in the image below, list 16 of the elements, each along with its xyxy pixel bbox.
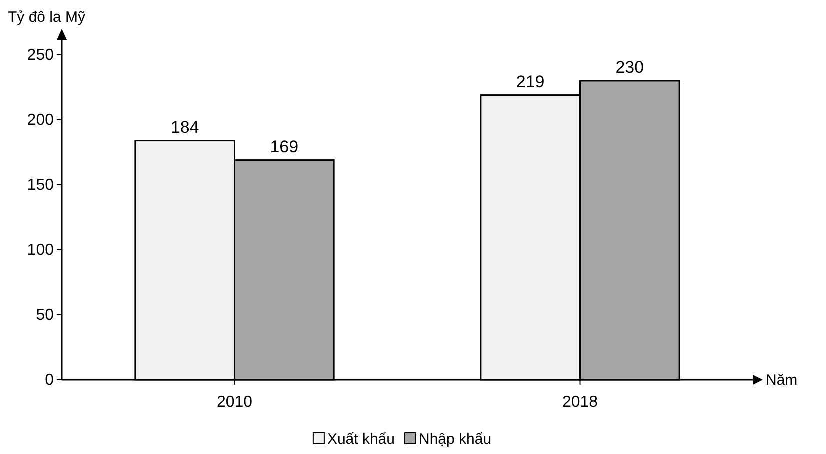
data-label: 184 bbox=[170, 118, 200, 137]
y-axis-title: Tỷ đô la Mỹ bbox=[8, 9, 86, 26]
y-tick-label: 150 bbox=[27, 177, 54, 194]
x-tick-label: 2018 bbox=[562, 394, 598, 412]
y-tick-label: 100 bbox=[27, 242, 54, 260]
y-tick-label: 250 bbox=[27, 47, 54, 64]
x-axis-title: Năm bbox=[766, 372, 798, 389]
data-label: 219 bbox=[516, 72, 545, 92]
y-tick-label: 50 bbox=[36, 307, 54, 324]
x-tick-label: 2010 bbox=[216, 394, 253, 412]
data-label: 169 bbox=[270, 137, 299, 156]
legend-label: Xuất khẩu bbox=[327, 431, 395, 448]
y-tick-label: 0 bbox=[45, 372, 54, 390]
data-label: 230 bbox=[616, 58, 644, 77]
y-tick-label: 200 bbox=[27, 112, 54, 130]
legend-label: Nhập khẩu bbox=[419, 431, 492, 448]
